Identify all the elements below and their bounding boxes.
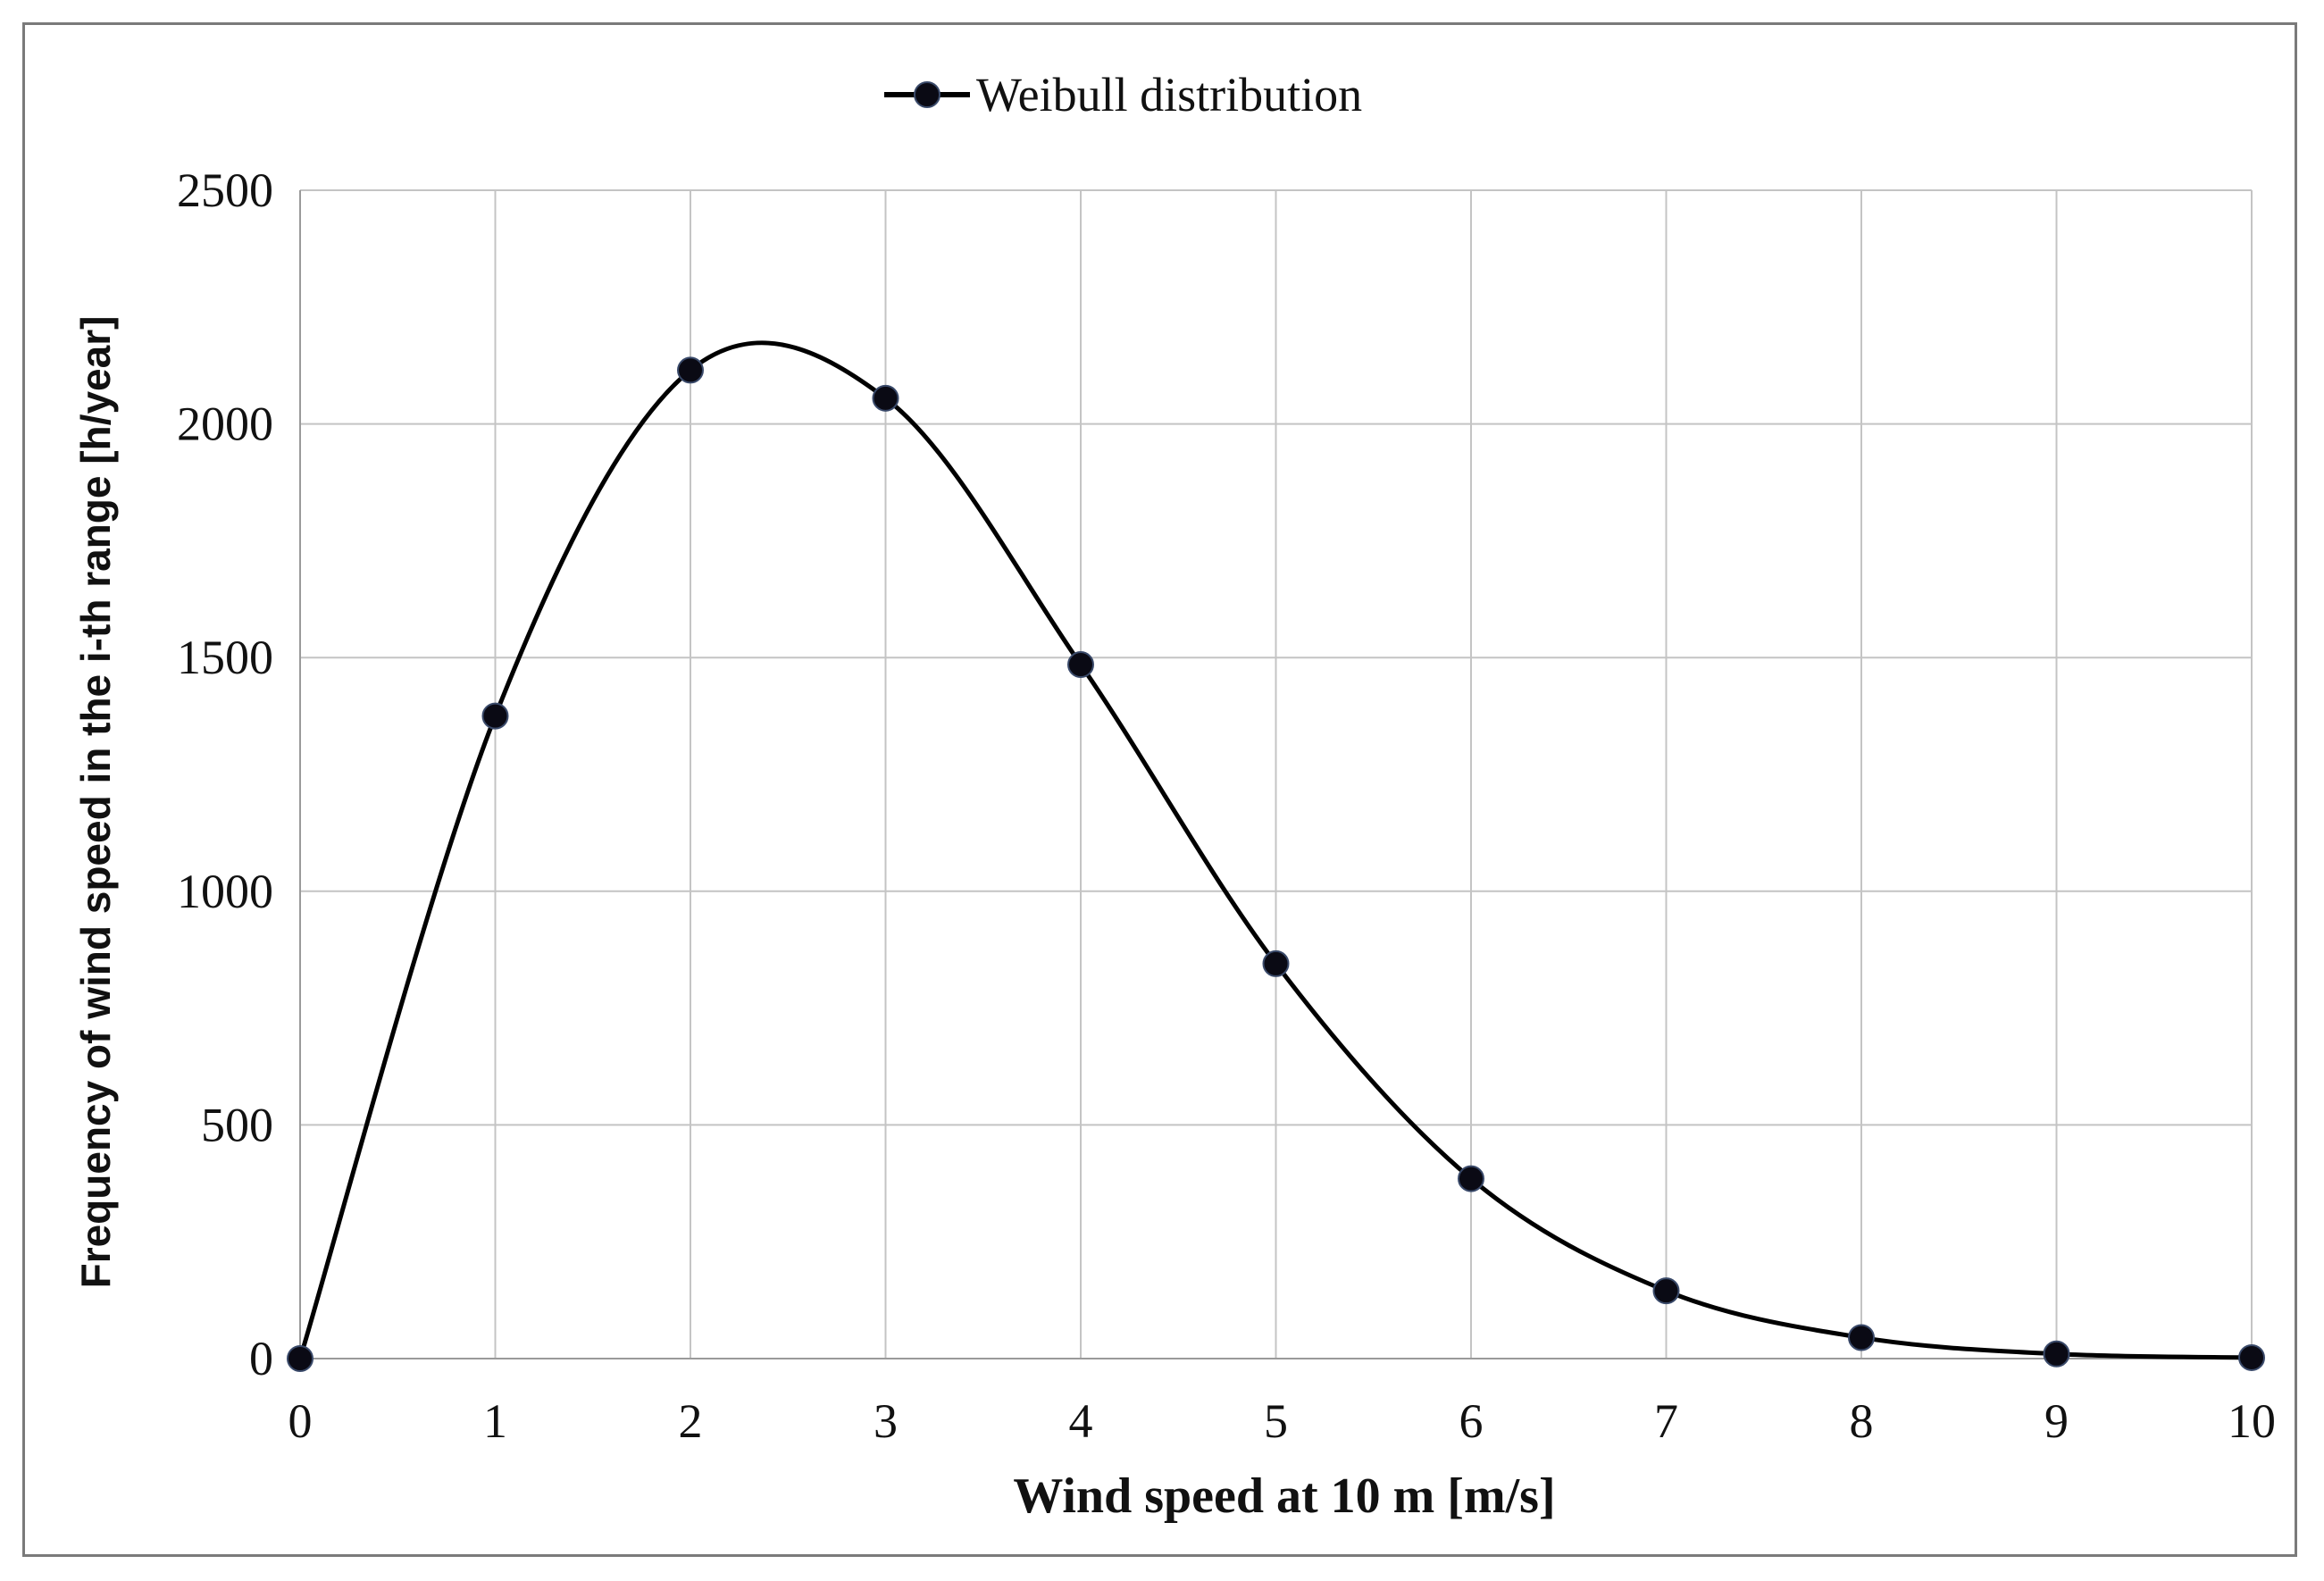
data-point	[1652, 1277, 1680, 1305]
y-tick-label: 0	[249, 1332, 273, 1385]
data-point	[1458, 1165, 1484, 1192]
y-tick-label: 1500	[177, 631, 273, 684]
data-point	[1067, 651, 1094, 679]
data-point	[2043, 1340, 2070, 1368]
chart-canvas: 0 1 2 3 4 5 6 7 8 9 10 0 500 1000 1500 2000 2500 Weibull…	[72, 68, 2276, 1524]
data-point	[287, 1345, 313, 1372]
x-tick-label: 0	[288, 1394, 313, 1448]
x-tick-label: 1	[483, 1394, 507, 1448]
x-tick-label: 5	[1264, 1394, 1288, 1448]
x-tick-label: 10	[2228, 1394, 2276, 1448]
y-tick-label: 1000	[177, 865, 273, 918]
x-tick-label: 8	[1850, 1394, 1874, 1448]
legend-marker	[914, 81, 940, 108]
data-point	[872, 384, 899, 412]
data-point	[1262, 949, 1290, 977]
x-tick-label: 9	[2044, 1394, 2069, 1448]
series-weibull	[287, 340, 2265, 1372]
x-tick-label: 4	[1069, 1394, 1093, 1448]
axes	[299, 190, 2252, 1359]
legend-label: Weibull distribution	[976, 68, 1362, 121]
x-tick-label: 7	[1654, 1394, 1678, 1448]
data-point	[481, 702, 509, 730]
chart-frame: 0 1 2 3 4 5 6 7 8 9 10 0 500 1000 1500 2000 2500 Weibull…	[22, 22, 2297, 1557]
x-tick-label: 6	[1459, 1394, 1484, 1448]
legend: Weibull distribution	[884, 68, 1362, 121]
data-point	[677, 356, 704, 384]
grid	[299, 189, 2253, 1359]
x-tick-label: 3	[874, 1394, 898, 1448]
y-axis-label: Frequency of wind speed in the i-th rang…	[72, 316, 119, 1289]
tick-labels: 0 1 2 3 4 5 6 7 8 9 10 0 500 1000 1500 2000 2500	[177, 163, 2276, 1448]
y-tick-label: 2000	[177, 397, 273, 451]
y-tick-label: 2500	[177, 163, 273, 217]
y-tick-label: 500	[201, 1098, 273, 1151]
x-axis-label: Wind speed at 10 m [m/s]	[1013, 1468, 1555, 1524]
data-point	[2238, 1343, 2265, 1371]
x-tick-label: 2	[679, 1394, 703, 1448]
data-point	[1848, 1324, 1875, 1351]
